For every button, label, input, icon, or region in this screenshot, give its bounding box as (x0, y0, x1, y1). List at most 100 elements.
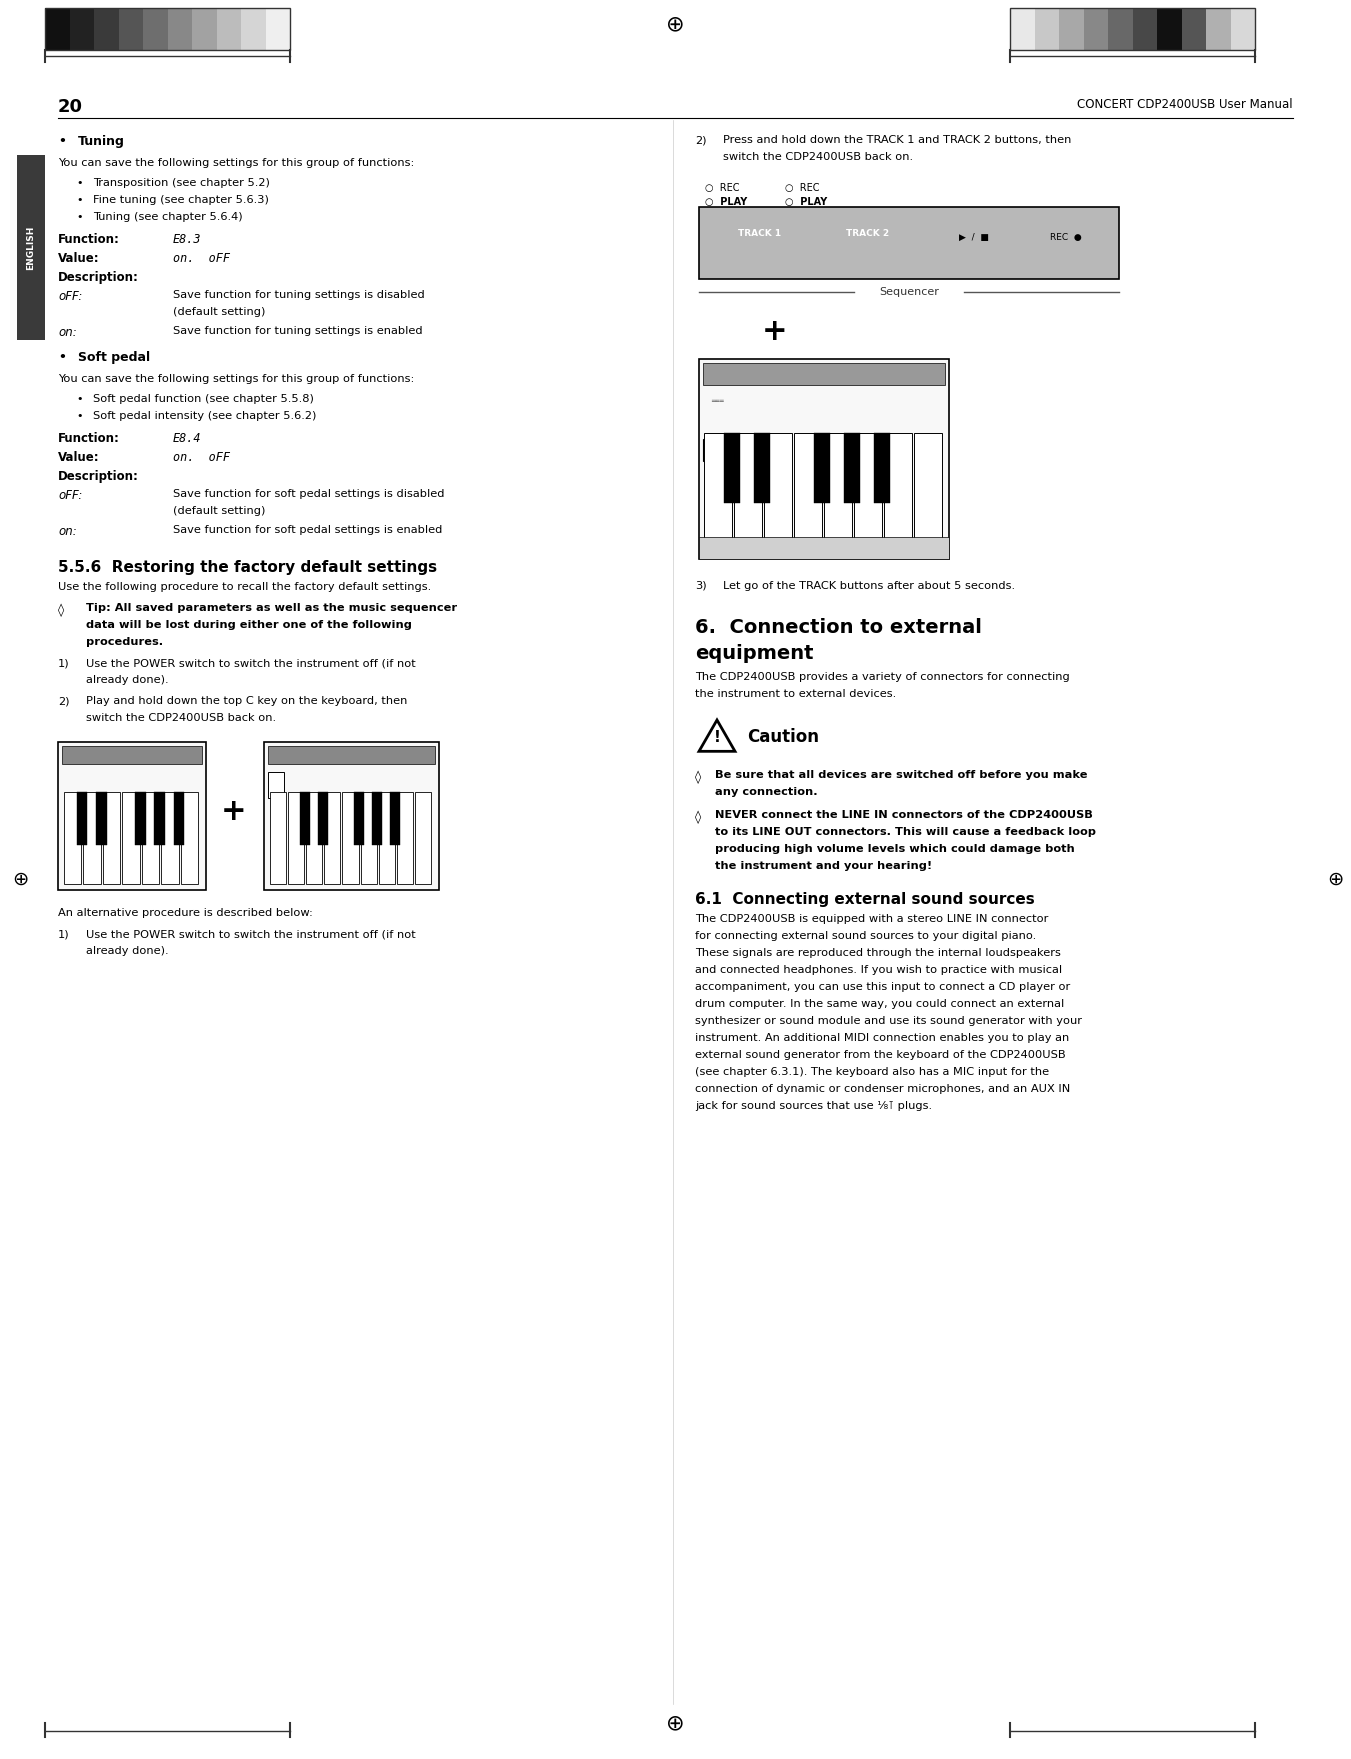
Bar (794, 433, 821, 552)
Bar (174, 792, 185, 846)
Text: Save function for tuning settings is disabled: Save function for tuning settings is dis… (173, 290, 424, 301)
Bar (854, 433, 882, 552)
Bar (45, 9, 69, 49)
Bar (1035, 9, 1059, 49)
Bar (390, 792, 400, 846)
Bar (884, 433, 912, 552)
FancyBboxPatch shape (711, 211, 809, 271)
Text: ▶  /  ■: ▶ / ■ (959, 232, 989, 243)
Text: Use the POWER switch to switch the instrument off (if not: Use the POWER switch to switch the instr… (86, 929, 416, 939)
Bar (1108, 9, 1132, 49)
Bar (288, 792, 304, 885)
Bar (698, 359, 948, 559)
Text: 6.1  Connecting external sound sources: 6.1 Connecting external sound sources (694, 892, 1035, 908)
Bar (703, 362, 944, 385)
Text: 1): 1) (58, 658, 70, 668)
Text: ◊: ◊ (58, 603, 63, 617)
Text: •: • (76, 412, 82, 420)
Text: 5.5.6  Restoring the factory default settings: 5.5.6 Restoring the factory default sett… (58, 559, 438, 575)
Text: on:: on: (58, 524, 77, 538)
Bar (324, 792, 340, 885)
Text: drum computer. In the same way, you could connect an external: drum computer. In the same way, you coul… (694, 999, 1065, 1010)
Text: An alternative procedure is described below:: An alternative procedure is described be… (58, 908, 313, 918)
Text: Soft pedal: Soft pedal (78, 352, 150, 364)
Bar (18, 155, 45, 339)
Bar (342, 792, 358, 885)
Bar (397, 792, 413, 885)
Text: data will be lost during either one of the following: data will be lost during either one of t… (86, 619, 412, 630)
Text: 6.  Connection to external: 6. Connection to external (694, 617, 982, 637)
Text: Transposition (see chapter 5.2): Transposition (see chapter 5.2) (93, 178, 270, 188)
Bar (58, 742, 205, 890)
Text: Tuning (see chapter 5.6.4): Tuning (see chapter 5.6.4) (93, 213, 243, 222)
Bar (119, 9, 143, 49)
Text: ○  REC: ○ REC (785, 183, 820, 193)
Bar (1206, 9, 1231, 49)
Bar (95, 9, 119, 49)
Text: any connection.: any connection. (715, 786, 817, 797)
Text: on.  oFF: on. oFF (173, 252, 230, 266)
Bar (142, 792, 159, 885)
Text: 2): 2) (58, 697, 69, 705)
Bar (698, 536, 948, 559)
Bar (765, 433, 792, 552)
Text: the instrument to external devices.: the instrument to external devices. (694, 690, 896, 698)
Text: You can save the following settings for this group of functions:: You can save the following settings for … (58, 375, 415, 383)
Text: Description:: Description: (58, 271, 139, 283)
Bar (874, 433, 890, 503)
Bar (263, 742, 439, 890)
Text: Use the following procedure to recall the factory default settings.: Use the following procedure to recall th… (58, 582, 431, 593)
Bar (698, 208, 1119, 280)
Text: ⊕: ⊕ (12, 869, 28, 888)
Text: These signals are reproduced through the internal loudspeakers: These signals are reproduced through the… (694, 948, 1061, 959)
Bar (267, 746, 435, 763)
Text: (default setting): (default setting) (173, 308, 265, 317)
Text: 3): 3) (694, 580, 707, 591)
Bar (1231, 9, 1255, 49)
Bar (754, 433, 770, 503)
Bar (96, 792, 107, 846)
Bar (192, 9, 216, 49)
Polygon shape (698, 719, 735, 751)
Text: oFF:: oFF: (58, 290, 82, 303)
Text: Press and hold down the TRACK 1 and TRACK 2 buttons, then: Press and hold down the TRACK 1 and TRAC… (723, 135, 1071, 144)
Text: Function:: Function: (58, 433, 120, 445)
Bar (378, 792, 394, 885)
Bar (724, 433, 740, 503)
Text: The CDP2400USB is equipped with a stereo LINE IN connector: The CDP2400USB is equipped with a stereo… (694, 915, 1048, 923)
Bar (69, 9, 95, 49)
Text: TRACK 1: TRACK 1 (739, 229, 782, 237)
Text: Soft pedal intensity (see chapter 5.6.2): Soft pedal intensity (see chapter 5.6.2) (93, 412, 316, 420)
Text: E8.3: E8.3 (173, 232, 201, 246)
Text: •: • (76, 213, 82, 222)
Text: Be sure that all devices are switched off before you make: Be sure that all devices are switched of… (715, 770, 1088, 779)
Text: !: ! (713, 730, 720, 746)
Bar (77, 792, 88, 846)
Bar (181, 792, 199, 885)
Text: Play and hold down the top C key on the keyboard, then: Play and hold down the top C key on the … (86, 697, 408, 705)
Text: CONCERT CDP2400USB User Manual: CONCERT CDP2400USB User Manual (1077, 99, 1293, 111)
Text: jack for sound sources that use ¹⁄₈⊺ plugs.: jack for sound sources that use ¹⁄₈⊺ plu… (694, 1101, 932, 1112)
Bar (216, 9, 240, 49)
Text: ◊: ◊ (694, 770, 701, 783)
Text: E8.4: E8.4 (173, 433, 201, 445)
Text: already done).: already done). (86, 946, 169, 955)
Text: equipment: equipment (694, 644, 813, 663)
Bar (45, 9, 290, 49)
Text: ◊: ◊ (694, 809, 701, 823)
Bar (704, 433, 732, 552)
Text: external sound generator from the keyboard of the CDP2400USB: external sound generator from the keyboa… (694, 1050, 1066, 1061)
Text: ═══: ═══ (711, 398, 724, 403)
FancyBboxPatch shape (934, 211, 1016, 271)
Bar (915, 433, 942, 552)
Bar (354, 792, 365, 846)
Text: REC  ●: REC ● (1050, 232, 1082, 243)
Text: Save function for tuning settings is enabled: Save function for tuning settings is ena… (173, 325, 423, 336)
Text: on.  oFF: on. oFF (173, 450, 230, 464)
Text: Description:: Description: (58, 470, 139, 484)
Text: accompaniment, you can use this input to connect a CD player or: accompaniment, you can use this input to… (694, 982, 1070, 992)
Text: switch the CDP2400USB back on.: switch the CDP2400USB back on. (723, 151, 913, 162)
Text: switch the CDP2400USB back on.: switch the CDP2400USB back on. (86, 712, 276, 723)
Bar (1182, 9, 1206, 49)
Text: NEVER connect the LINE IN connectors of the CDP2400USB: NEVER connect the LINE IN connectors of … (715, 809, 1093, 820)
